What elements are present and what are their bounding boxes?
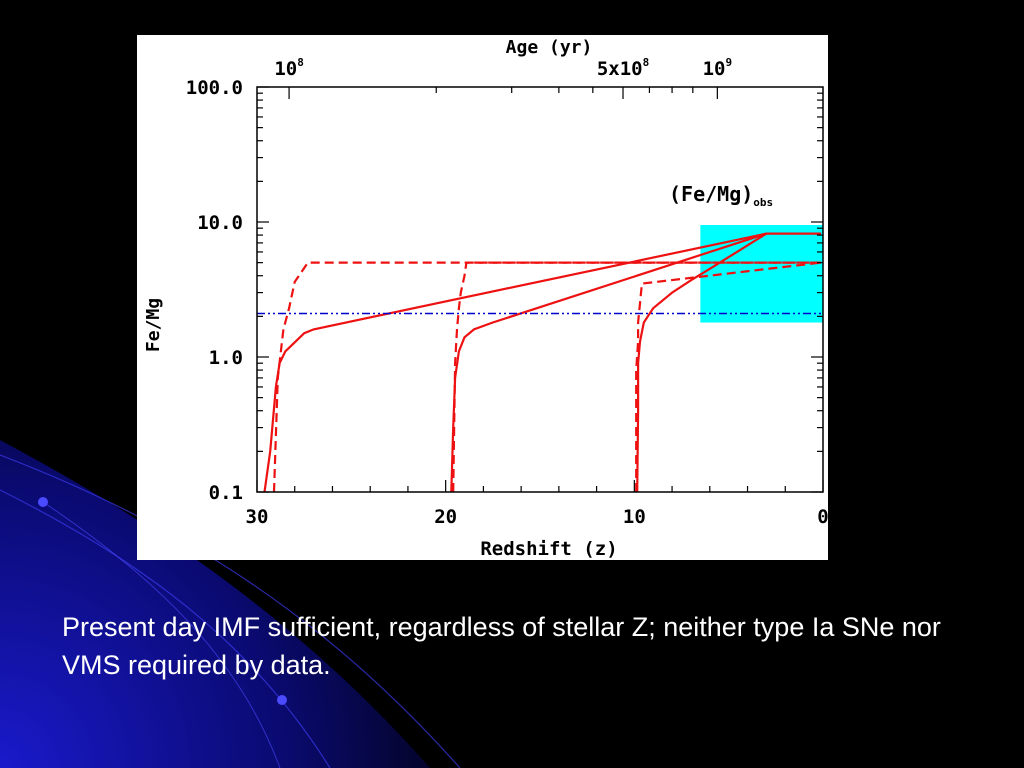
y-axis-label: Fe/Mg [143, 298, 164, 352]
top-axis-labels: 108 5x108 109 [274, 56, 732, 80]
tick-layer: 0.1 1.0 10.0 100.0 30 20 10 0 [186, 77, 828, 528]
chart-figure: 0.1 1.0 10.0 100.0 30 20 10 0 Age (yr) 108 5x108… [137, 35, 828, 560]
decorative-dot [38, 497, 48, 507]
x-axis-label: Redshift (z) [480, 538, 617, 560]
y-tick-label: 1.0 [209, 347, 243, 369]
series-line-3-solid [636, 232, 767, 493]
series-line-4-dashed [272, 261, 822, 493]
top-axis-label: 5x108 [597, 56, 649, 80]
top-axis-label: 108 [274, 56, 304, 80]
x-tick-label: 30 [246, 506, 269, 528]
y-tick-label: 10.0 [197, 212, 243, 234]
x-tick-label: 20 [434, 506, 457, 528]
series-layer [263, 232, 822, 493]
series-line-5-dashed [452, 261, 822, 493]
x-tick-label: 10 [623, 506, 646, 528]
top-axis-label: 109 [703, 56, 733, 80]
x-tick-label: 0 [817, 506, 828, 528]
series-line-1-solid [263, 232, 822, 493]
y-tick-label: 0.1 [209, 482, 243, 504]
decorative-dot [277, 695, 287, 705]
band-label: (Fe/Mg)obs [669, 182, 773, 209]
y-tick-label: 100.0 [186, 77, 243, 99]
series-line-6-dashed [635, 261, 822, 492]
plot-frame [256, 86, 824, 493]
chart-title: Age (yr) [506, 37, 593, 58]
slide-caption: Present day IMF sufficient, regardless o… [62, 612, 941, 680]
fe-mg-chart: 0.1 1.0 10.0 100.0 30 20 10 0 Age (yr) 108 5x108… [143, 37, 828, 560]
